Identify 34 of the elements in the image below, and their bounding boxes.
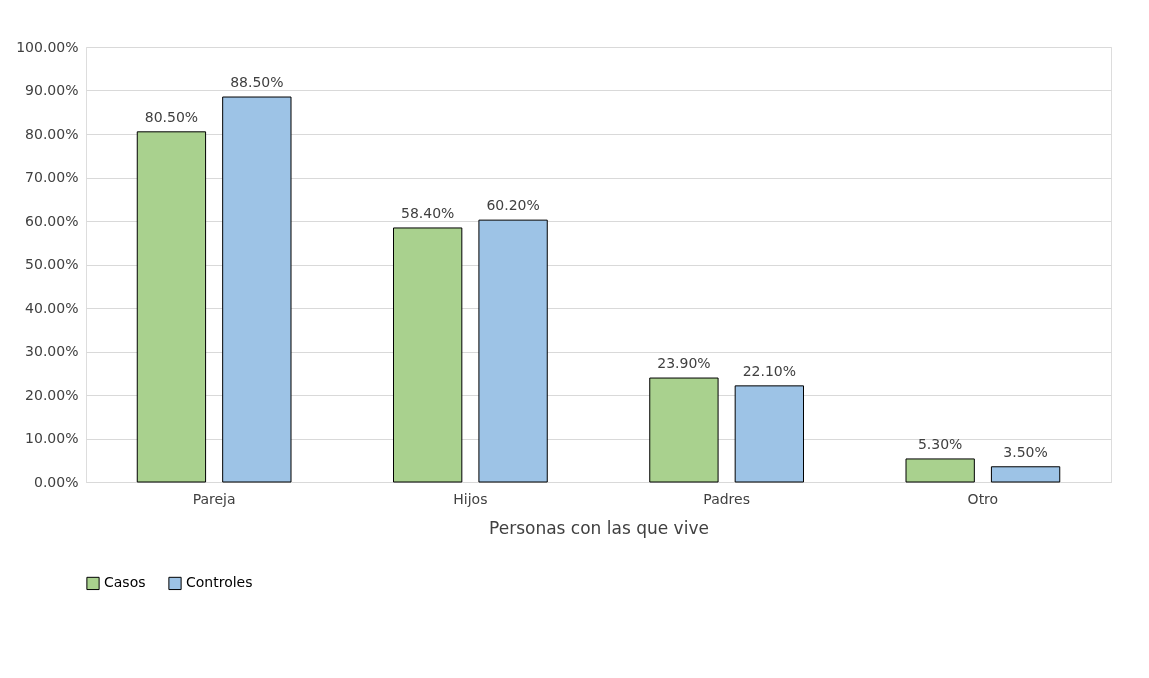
y-tick-label: 40.00% — [25, 299, 79, 316]
bar — [478, 219, 548, 483]
bar — [905, 458, 975, 483]
x-tick-label: Hijos — [453, 490, 488, 507]
legend-label: Controles — [186, 574, 253, 591]
bar — [136, 131, 207, 483]
x-tick-label: Otro — [967, 490, 999, 507]
legend-label: Casos — [104, 574, 146, 591]
bar — [222, 96, 292, 483]
x-axis-title: Personas con las que vive — [489, 517, 709, 538]
data-label: 80.50% — [144, 108, 199, 125]
data-label: 60.20% — [486, 197, 540, 214]
data-label: 3.50% — [1003, 443, 1048, 460]
y-tick-label: 80.00% — [25, 125, 79, 142]
y-tick-label: 60.00% — [25, 212, 79, 229]
y-tick-label: 100.00% — [16, 38, 79, 55]
y-tick-label: 30.00% — [25, 343, 79, 359]
bar — [734, 385, 804, 483]
y-tick-label: 20.00% — [25, 386, 79, 403]
data-label: 88.50% — [230, 74, 284, 91]
y-tick-label: 90.00% — [25, 82, 79, 98]
data-label: 23.90% — [657, 355, 711, 372]
y-tick-label: 10.00% — [25, 430, 79, 446]
bar — [393, 227, 463, 483]
bar — [990, 466, 1061, 483]
data-label: 5.30% — [917, 435, 963, 452]
x-tick-label: Pareja — [192, 490, 236, 507]
bar — [649, 377, 719, 483]
x-tick-label: Padres — [703, 490, 750, 507]
y-tick-label: 50.00% — [25, 256, 79, 272]
data-label: 22.10% — [742, 362, 797, 379]
y-tick-label: 0.00% — [34, 473, 79, 490]
data-label: 58.40% — [400, 204, 455, 221]
y-tick-label: 70.00% — [25, 169, 79, 185]
